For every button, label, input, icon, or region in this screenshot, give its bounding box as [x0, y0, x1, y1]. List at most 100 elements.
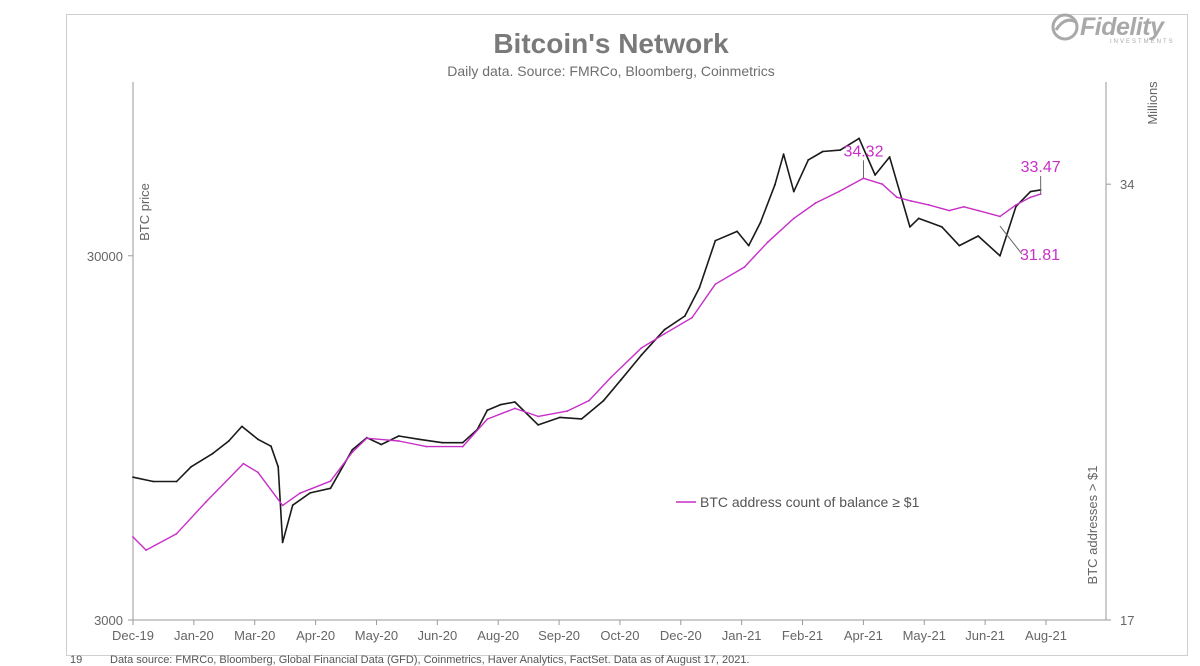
btc-price-point — [499, 403, 502, 406]
btc-price-point — [620, 378, 622, 381]
btc-price-point — [1029, 190, 1032, 193]
btc-price-point — [257, 438, 259, 441]
btc-price-point — [999, 254, 1001, 257]
btc-price-point — [792, 190, 795, 193]
btc-address-point — [351, 451, 354, 454]
btc-price-point — [309, 492, 312, 494]
btc-price-point — [909, 226, 911, 228]
btc-price-point — [441, 441, 444, 444]
btc-address-point — [588, 399, 590, 402]
btc-address-point — [365, 437, 368, 440]
x-tick-label: May-20 — [355, 628, 398, 643]
btc-address-point — [609, 376, 612, 379]
btc-address-point — [132, 536, 134, 538]
btc-price-point — [747, 244, 750, 247]
btc-price-point — [714, 239, 717, 242]
btc-address-point — [566, 410, 569, 412]
axes-layer: Dec-19 Jan-20 Mar-20 Apr-20 May-20 Jun-20 Aug-… — [87, 81, 1160, 643]
btc-price-point — [580, 418, 583, 420]
btc-address-point — [461, 445, 464, 448]
y-left-tick-label: 3000 — [94, 613, 123, 628]
y-right-axis-title: BTC addresses > $1 — [1085, 466, 1100, 585]
btc-price-point — [782, 153, 785, 156]
btc-price-point — [270, 445, 272, 448]
btc-price-point — [917, 217, 920, 220]
x-tick-label: Dec-19 — [112, 628, 154, 643]
btc-address-point — [486, 418, 489, 420]
btc-address-point — [691, 316, 693, 319]
btc-address-point — [896, 196, 898, 199]
btc-price-point — [418, 438, 420, 441]
x-tick-label: May-21 — [903, 628, 946, 643]
btc-price-point — [351, 448, 354, 451]
legend-label: BTC address count of balance ≥ $1 — [700, 494, 920, 510]
btc-price-point — [277, 465, 280, 468]
btc-price-point — [132, 476, 134, 479]
annotation-label: 33.47 — [1021, 159, 1061, 176]
btc-address-point — [962, 205, 965, 208]
btc-address-point — [175, 532, 178, 535]
btc-address-point — [977, 209, 980, 212]
btc-price-point — [397, 435, 400, 437]
slide-frame — [66, 14, 1188, 656]
btc-price-point — [807, 159, 810, 161]
x-tick-label: Mar-20 — [234, 628, 275, 643]
btc-address-point — [257, 471, 259, 474]
x-tick-label: Apr-21 — [844, 628, 883, 643]
btc-price-point — [839, 149, 842, 152]
btc-price-point — [329, 487, 332, 490]
btc-price-point — [941, 226, 943, 228]
btc-price-point — [663, 328, 666, 331]
btc-address-point — [743, 266, 746, 268]
btc-price-point — [281, 541, 284, 544]
fidelity-swirl-icon — [1051, 13, 1079, 41]
btc-price-point — [486, 409, 489, 412]
legend: BTC address count of balance ≥ $1 — [676, 494, 920, 510]
logo-subtext: INVESTMENTS — [1110, 39, 1175, 45]
btc-price-point — [736, 230, 738, 233]
btc-address-point — [299, 492, 301, 495]
chart-title: Bitcoin's Network — [493, 28, 729, 59]
btc-price-point — [977, 235, 980, 237]
page-number: 19 — [70, 654, 83, 666]
x-tick-label: Oct-20 — [600, 628, 639, 643]
btc-price-point — [774, 183, 776, 186]
btc-address-point — [145, 549, 148, 551]
chart-subtitle: Daily data. Source: FMRCo, Bloomberg, Co… — [447, 63, 775, 79]
btc-price-point — [212, 452, 214, 455]
btc-address-point — [640, 347, 643, 349]
btc-address-point — [927, 204, 930, 206]
fidelity-logo: Fidelity INVESTMENTS — [1050, 12, 1192, 46]
btc-price-point — [461, 441, 464, 444]
btc-price-point — [175, 480, 178, 483]
btc-price-point — [152, 480, 155, 483]
btc-price-point — [684, 315, 686, 317]
btc-address-point — [948, 209, 951, 212]
btc-address-point — [766, 241, 769, 244]
btc-price-point — [241, 425, 243, 428]
btc-address-point — [910, 200, 913, 203]
x-tick-label: Jun-20 — [417, 628, 457, 643]
x-tick-label: Dec-20 — [660, 628, 702, 643]
btc-address-point — [792, 217, 795, 220]
y-right-units-label: Millions — [1145, 81, 1160, 125]
logo-wordmark: Fidelity — [1080, 13, 1164, 41]
btc-address-point — [1015, 204, 1017, 206]
btc-address-point — [397, 440, 400, 442]
btc-address-point — [514, 407, 516, 410]
btc-price-point — [190, 465, 193, 468]
btc-price-point — [227, 440, 230, 442]
btc-price-point — [759, 221, 762, 224]
btc-address-point — [999, 215, 1001, 218]
annotation-label: 31.81 — [1020, 247, 1060, 264]
btc-price-point — [514, 401, 516, 403]
btc-address-point — [663, 332, 666, 335]
btc-address-point — [242, 462, 245, 465]
btc-address-point — [881, 183, 884, 186]
btc-price-point — [602, 399, 605, 402]
btc-address-point — [714, 283, 717, 286]
btc-price-point — [821, 150, 824, 153]
series-layer — [132, 137, 1042, 551]
annotation-leader — [999, 225, 1023, 255]
btc-price-point — [291, 504, 294, 507]
